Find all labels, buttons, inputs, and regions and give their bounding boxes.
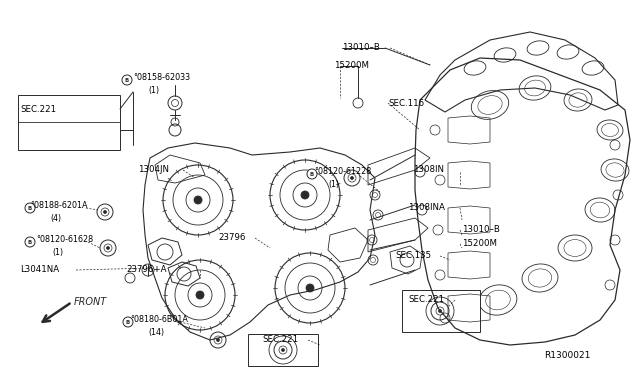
Text: 15200M: 15200M (462, 240, 497, 248)
Text: °08120-61228: °08120-61228 (314, 167, 371, 176)
Text: (14): (14) (148, 328, 164, 337)
Text: °08180-6B01A: °08180-6B01A (130, 315, 188, 324)
Circle shape (196, 291, 204, 299)
Bar (18, 95, 120, 150)
Circle shape (438, 310, 442, 312)
Text: SEC.116: SEC.116 (388, 99, 424, 108)
Text: 1308IN: 1308IN (413, 166, 444, 174)
Text: (4): (4) (50, 215, 61, 224)
Circle shape (306, 284, 314, 292)
Text: SEC.221: SEC.221 (20, 105, 56, 113)
Text: SEC.221: SEC.221 (262, 336, 298, 344)
Text: B: B (125, 77, 129, 83)
Circle shape (307, 169, 317, 179)
Text: 13010–B: 13010–B (462, 225, 500, 234)
Text: B: B (310, 171, 314, 176)
Text: (1): (1) (52, 248, 63, 257)
Text: SEC.221: SEC.221 (408, 295, 444, 305)
Text: °08120-61628: °08120-61628 (36, 235, 93, 244)
Text: B: B (126, 320, 130, 324)
Text: 1308INA: 1308INA (408, 203, 445, 212)
Text: L3041NA: L3041NA (20, 266, 59, 275)
Text: °08188-6201A: °08188-6201A (30, 202, 88, 211)
Bar (248, 334, 318, 366)
Text: 23796+A: 23796+A (126, 266, 166, 275)
Circle shape (106, 247, 109, 250)
Text: °08158-62033: °08158-62033 (133, 74, 190, 83)
Circle shape (25, 237, 35, 247)
Circle shape (104, 211, 106, 214)
Circle shape (301, 191, 309, 199)
Text: 1304JN: 1304JN (138, 166, 169, 174)
Text: FRONT: FRONT (74, 297, 108, 307)
Text: (1): (1) (328, 180, 339, 189)
Circle shape (123, 317, 133, 327)
Text: (1): (1) (148, 87, 159, 96)
Circle shape (25, 203, 35, 213)
Circle shape (194, 196, 202, 204)
Text: B: B (28, 240, 32, 244)
Circle shape (351, 176, 353, 180)
Circle shape (122, 75, 132, 85)
Circle shape (282, 349, 285, 352)
Text: 13010–B: 13010–B (342, 44, 380, 52)
Bar (402, 290, 480, 332)
Text: B: B (28, 205, 32, 211)
Text: R1300021: R1300021 (544, 352, 590, 360)
Text: SEC.135: SEC.135 (395, 251, 431, 260)
Text: 23796: 23796 (218, 234, 245, 243)
Text: 15200M: 15200M (334, 61, 369, 71)
Circle shape (216, 339, 220, 341)
